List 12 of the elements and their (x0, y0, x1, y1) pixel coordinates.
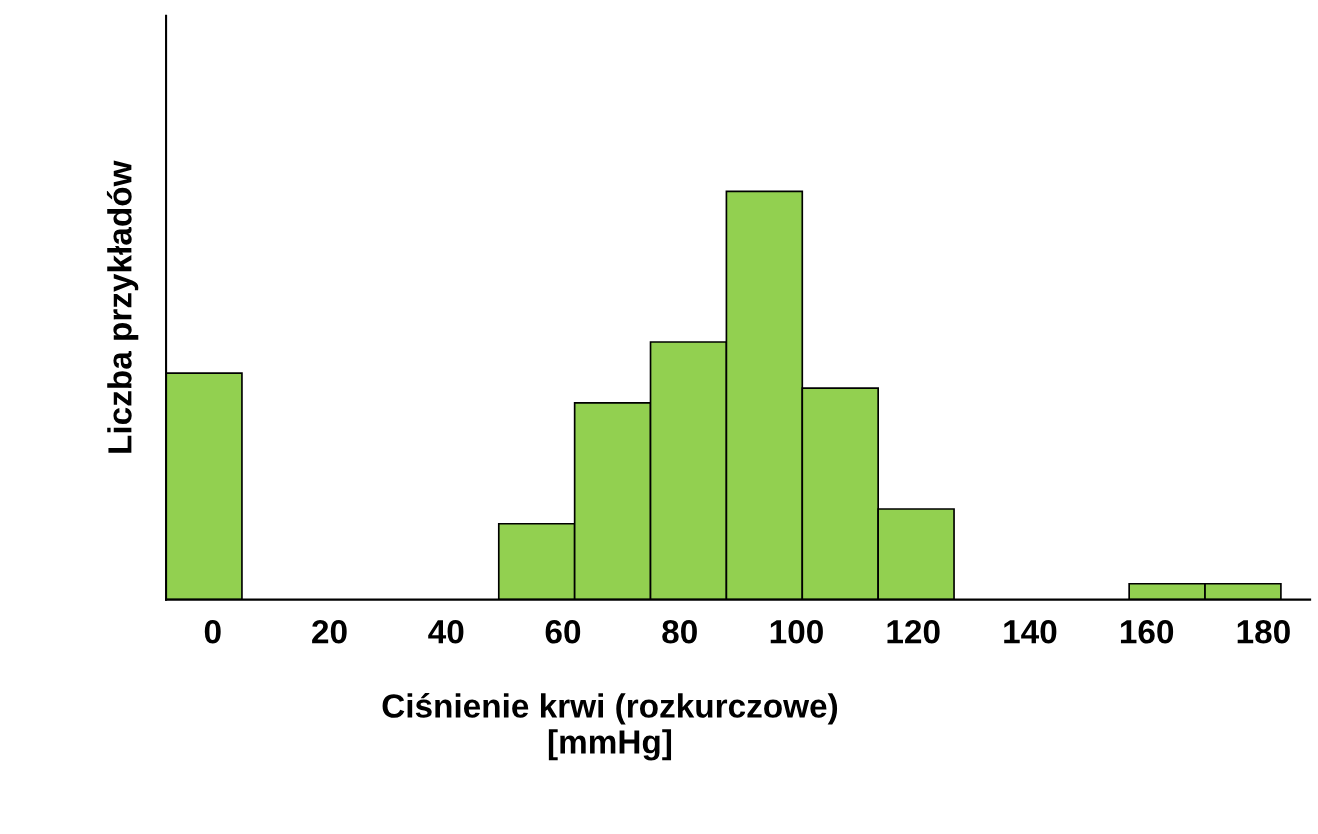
x-tick-label: 0 (204, 619, 221, 644)
x-tick-label: 60 (545, 619, 581, 644)
x-tick-label: 20 (312, 619, 347, 644)
x-tick-label: 180 (1237, 619, 1290, 644)
x-tick-label: 40 (428, 619, 464, 644)
x-tick-label: 80 (662, 619, 697, 644)
x-tick-label: 140 (1004, 619, 1057, 644)
y-axis-title: Liczba przykładów (106, 160, 139, 453)
x-tick-label: 100 (770, 619, 823, 644)
x-tick-label: 160 (1120, 619, 1174, 644)
x-tick-label: 120 (887, 619, 940, 644)
x-axis-title: Ciśnienie krwi (rozkurczowe) [mmHg] (382, 693, 838, 761)
